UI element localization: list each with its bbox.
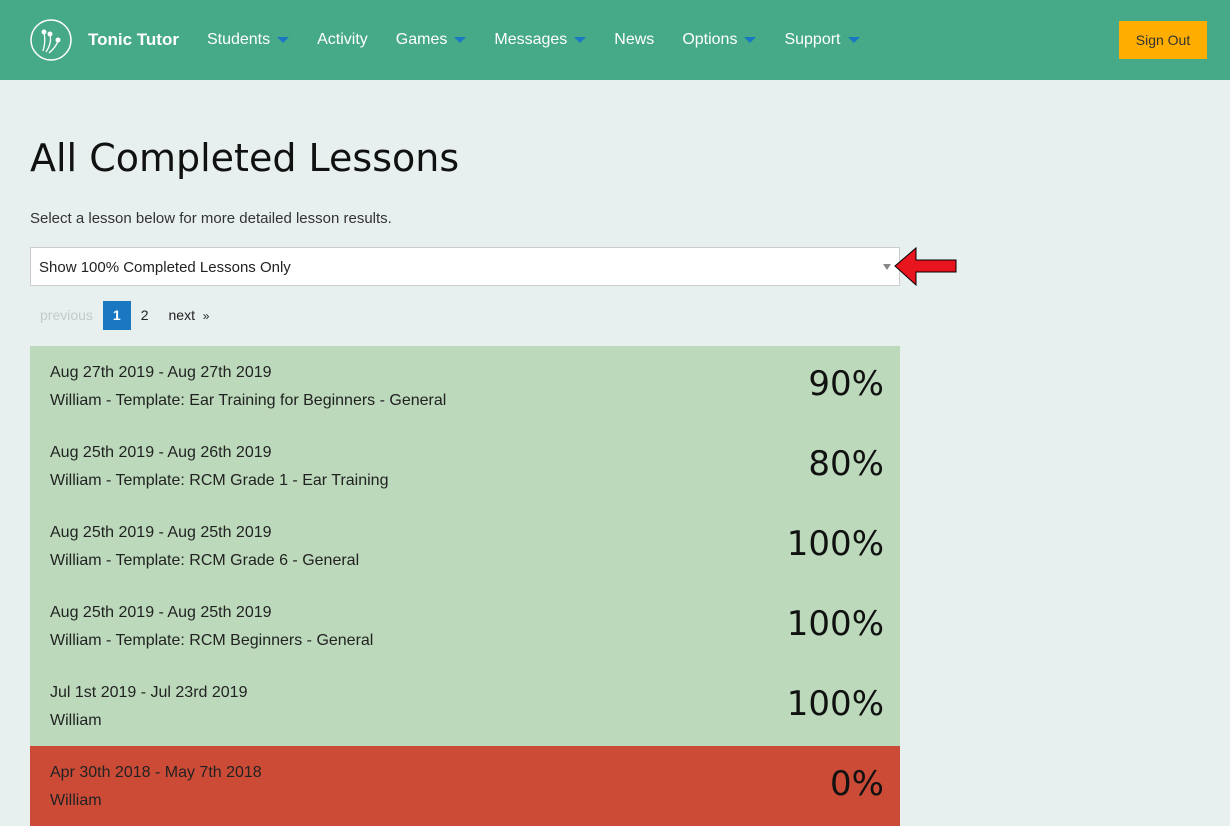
nav-item-games[interactable]: Games	[396, 31, 467, 49]
nav-item-label: Options	[682, 31, 738, 48]
nav-item-label: Messages	[494, 31, 568, 48]
lesson-dates: Aug 27th 2019 - Aug 27th 2019	[50, 364, 272, 381]
caret-down-icon	[847, 37, 860, 43]
page-2[interactable]: 2	[140, 307, 149, 323]
nav-item-label: Support	[784, 31, 841, 48]
lesson-row[interactable]: Jul 1st 2019 - Jul 23rd 2019 William 100%	[30, 666, 900, 746]
pagination: previous 1 2 next »	[30, 301, 219, 330]
lesson-name: William - Template: RCM Beginners - Gene…	[50, 632, 374, 649]
lesson-row[interactable]: Aug 25th 2019 - Aug 26th 2019 William - T…	[30, 426, 900, 506]
lesson-row[interactable]: Aug 25th 2019 - Aug 25th 2019 William - T…	[30, 506, 900, 586]
lesson-percent: 100%	[786, 604, 884, 644]
caret-down-icon	[454, 37, 467, 43]
caret-down-icon	[744, 37, 757, 43]
caret-down-icon	[574, 37, 587, 43]
previous-page: previous	[40, 307, 93, 323]
lesson-percent: 100%	[786, 524, 884, 564]
caret-down-icon	[277, 37, 290, 43]
chevron-down-icon	[883, 264, 891, 270]
lesson-percent: 90%	[808, 364, 884, 404]
lesson-dates: Aug 25th 2019 - Aug 26th 2019	[50, 444, 272, 461]
lesson-name: William - Template: RCM Grade 6 - Genera…	[50, 552, 360, 569]
lesson-name: William - Template: RCM Grade 1 - Ear Tr…	[50, 472, 389, 489]
nav-item-activity[interactable]: Activity	[317, 31, 368, 49]
lesson-name: William	[50, 712, 102, 729]
page-title: All Completed Lessons	[30, 136, 460, 180]
nav-item-messages[interactable]: Messages	[494, 31, 587, 49]
nav-item-label: Students	[206, 31, 271, 48]
nav-item-label: Games	[395, 31, 448, 48]
lesson-dates: Aug 25th 2019 - Aug 25th 2019	[50, 604, 272, 621]
lesson-dates: Apr 30th 2018 - May 7th 2018	[50, 764, 262, 781]
lesson-list: Aug 27th 2019 - Aug 27th 2019 William - T…	[30, 346, 900, 826]
sign-out-button[interactable]: Sign Out	[1119, 21, 1207, 59]
lesson-percent: 100%	[786, 684, 884, 724]
lesson-dates: Aug 25th 2019 - Aug 25th 2019	[50, 524, 272, 541]
filter-value: Show 100% Completed Lessons Only	[39, 259, 291, 276]
lesson-name: William - Template: Ear Training for Beg…	[50, 392, 447, 409]
top-nav: Tonic Tutor Students Activity Games Message…	[0, 0, 1230, 80]
nav-item-label: Activity	[317, 31, 368, 48]
lesson-dates: Jul 1st 2019 - Jul 23rd 2019	[50, 684, 248, 701]
page-1[interactable]: 1	[102, 301, 131, 330]
nav-item-news[interactable]: News	[614, 31, 654, 49]
lesson-percent: 0%	[830, 764, 884, 804]
lesson-name: William	[50, 792, 102, 809]
nav-item-options[interactable]: Options	[682, 31, 757, 49]
page-subtitle: Select a lesson below for more detailed …	[30, 210, 392, 227]
brand-name[interactable]: Tonic Tutor	[88, 30, 179, 49]
nav-item-support[interactable]: Support	[784, 31, 860, 49]
lesson-percent: 80%	[808, 444, 884, 484]
lesson-row[interactable]: Aug 25th 2019 - Aug 25th 2019 William - T…	[30, 586, 900, 666]
lesson-row[interactable]: Apr 30th 2018 - May 7th 2018 William 0%	[30, 746, 900, 826]
logo-icon[interactable]	[30, 19, 72, 61]
red-arrow-annotation-icon	[894, 246, 957, 287]
nav-item-students[interactable]: Students	[206, 31, 290, 49]
nav-item-label: News	[614, 31, 655, 48]
lesson-row[interactable]: Aug 27th 2019 - Aug 27th 2019 William - T…	[30, 346, 900, 426]
lesson-filter-select[interactable]: Show 100% Completed Lessons Only	[30, 247, 900, 286]
next-page[interactable]: next »	[168, 306, 210, 323]
